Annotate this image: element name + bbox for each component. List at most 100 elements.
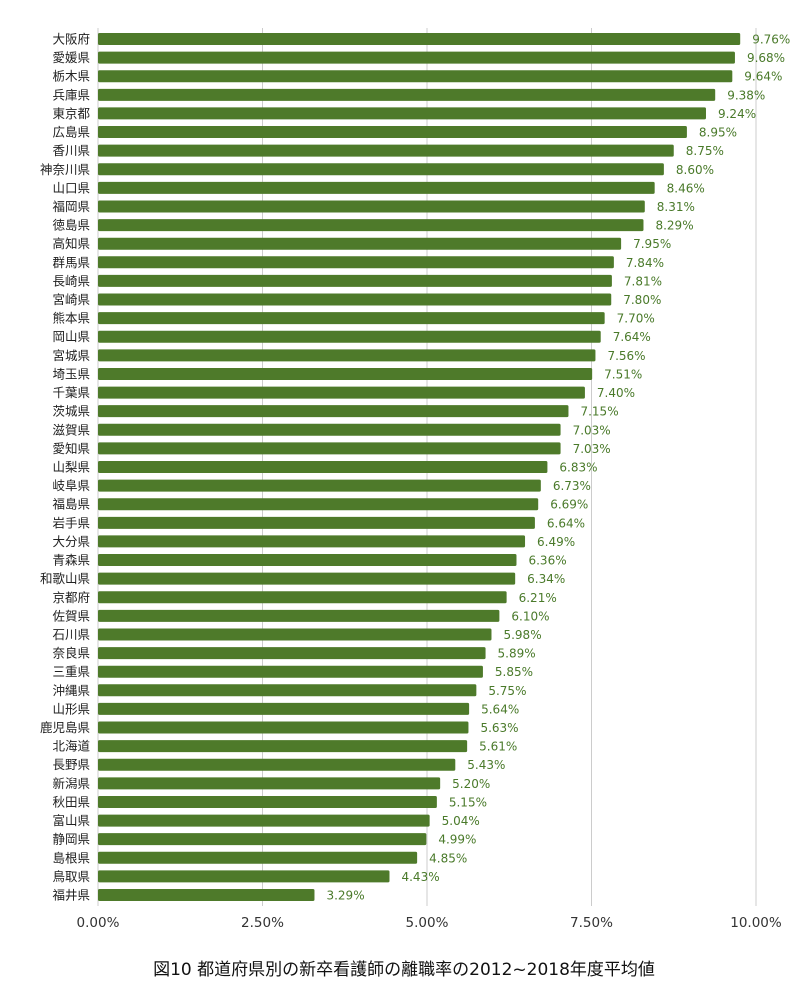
data-label: 5.15% — [449, 795, 487, 809]
bar — [98, 870, 390, 883]
bar — [98, 70, 733, 83]
category-label: 山梨県 — [52, 460, 90, 475]
category-label: 鳥取県 — [52, 869, 90, 884]
data-label: 4.43% — [401, 870, 439, 884]
category-label: 広島県 — [52, 125, 90, 140]
data-label: 9.64% — [744, 70, 782, 84]
category-label: 兵庫県 — [52, 87, 90, 102]
bar — [98, 777, 441, 790]
data-label: 6.69% — [550, 498, 588, 512]
data-label: 7.40% — [597, 386, 635, 400]
category-label: 岐阜県 — [52, 478, 90, 493]
bar — [98, 219, 644, 232]
category-label: 福井県 — [52, 888, 90, 903]
data-label: 6.64% — [547, 516, 585, 530]
data-label: 9.24% — [718, 107, 756, 121]
bar — [98, 349, 596, 362]
category-label: 鹿児島県 — [40, 720, 90, 735]
data-label: 8.46% — [667, 181, 705, 195]
category-label: 徳島県 — [52, 218, 90, 233]
data-label: 5.89% — [498, 647, 536, 661]
category-label: 青森県 — [52, 553, 90, 568]
bar — [98, 740, 468, 753]
x-tick-label: 7.50% — [570, 915, 613, 931]
data-label: 7.15% — [580, 405, 618, 419]
data-label: 8.95% — [699, 126, 737, 140]
category-label: 愛知県 — [52, 441, 90, 456]
bar — [98, 461, 548, 473]
category-label: 京都府 — [52, 590, 90, 605]
bar — [98, 33, 741, 45]
data-label: 7.51% — [604, 367, 642, 381]
category-label: 石川県 — [52, 627, 90, 642]
x-tick-label: 0.00% — [77, 915, 120, 931]
bar — [98, 107, 706, 120]
category-label: 大阪府 — [52, 32, 90, 47]
bar — [98, 237, 622, 250]
bar — [98, 330, 601, 343]
bar-chart: 0.00% 2.50% 5.00% 7.50% 10.00% 大阪府 9.76% 愛媛県 9.6… — [40, 28, 790, 931]
data-label: 7.84% — [626, 256, 664, 270]
bar — [98, 535, 526, 548]
category-label: 沖縄県 — [52, 683, 90, 698]
category-label: 埼玉県 — [52, 366, 90, 381]
data-label: 8.75% — [686, 144, 724, 158]
bar — [98, 572, 516, 585]
data-label: 5.61% — [479, 740, 517, 754]
data-label: 7.70% — [617, 312, 655, 326]
category-label: 大分県 — [52, 534, 90, 549]
bar — [98, 814, 430, 827]
category-label: 秋田県 — [52, 794, 90, 809]
category-label: 栃木県 — [52, 69, 90, 84]
category-label: 高知県 — [52, 236, 90, 251]
bar — [98, 274, 612, 287]
data-label: 6.49% — [537, 535, 575, 549]
data-label: 8.31% — [657, 200, 695, 214]
x-tick-label: 2.50% — [241, 915, 284, 931]
bar — [98, 889, 315, 901]
data-label: 5.75% — [488, 684, 526, 698]
bar — [98, 51, 735, 64]
bar — [98, 423, 561, 436]
data-label: 7.81% — [624, 274, 662, 288]
category-label: 新潟県 — [52, 776, 90, 791]
category-label: 東京都 — [52, 106, 90, 121]
data-label: 5.43% — [467, 758, 505, 772]
data-label: 7.80% — [623, 293, 661, 307]
data-label: 5.98% — [503, 628, 541, 642]
bar — [98, 479, 541, 492]
figure-caption: 図10 都道府県別の新卒看護師の離職率の2012~2018年度平均値 — [153, 960, 655, 980]
data-label: 7.03% — [573, 423, 611, 437]
data-label: 8.60% — [676, 163, 714, 177]
data-label: 6.10% — [511, 609, 549, 623]
bar — [98, 647, 486, 660]
bar — [98, 442, 561, 455]
bar — [98, 702, 470, 715]
bar — [98, 554, 517, 567]
bar — [98, 665, 483, 678]
bar — [98, 833, 427, 846]
data-label: 9.38% — [727, 88, 765, 102]
category-label: 北海道 — [52, 739, 90, 754]
category-label: 茨城県 — [52, 404, 90, 419]
category-label: 岩手県 — [52, 515, 90, 530]
category-label: 和歌山県 — [40, 571, 90, 586]
category-label: 奈良県 — [52, 646, 90, 661]
x-tick-label: 5.00% — [406, 915, 449, 931]
bar — [98, 516, 535, 529]
data-label: 5.20% — [452, 777, 490, 791]
data-label: 5.63% — [480, 721, 518, 735]
bar — [98, 256, 614, 269]
data-label: 6.83% — [559, 461, 597, 475]
data-label: 4.99% — [438, 833, 476, 847]
category-label: 宮城県 — [52, 348, 90, 363]
category-label: 宮崎県 — [52, 292, 90, 307]
data-label: 6.36% — [528, 554, 566, 568]
bar — [98, 200, 645, 213]
category-label: 富山県 — [52, 813, 90, 828]
category-label: 山形県 — [52, 701, 90, 716]
bar — [98, 628, 492, 641]
category-label: 福島県 — [52, 497, 90, 512]
data-label: 5.04% — [442, 814, 480, 828]
